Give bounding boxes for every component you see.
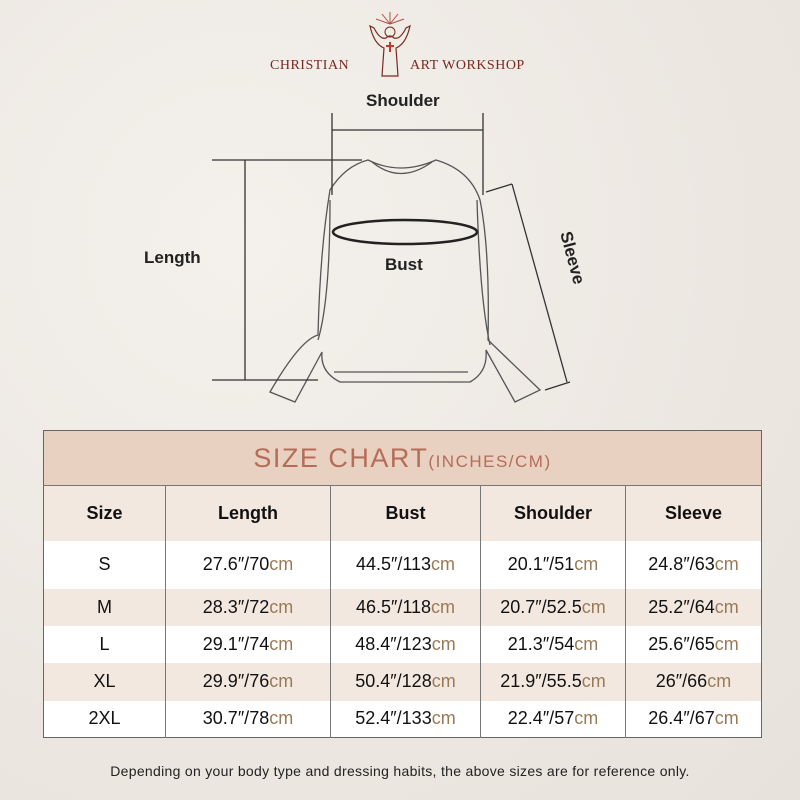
sweater-diagram bbox=[212, 113, 571, 403]
cell-size: 2XL bbox=[43, 700, 166, 738]
size-chart-title: SIZE CHART(INCHES/CM) bbox=[43, 430, 762, 486]
brand-logo: CHRISTIAN ART WORKSHOP bbox=[260, 10, 540, 80]
value-in: 30.7″/78 bbox=[202, 708, 270, 729]
cell-bust: 52.4″/133cm bbox=[330, 700, 481, 738]
cell-shoulder: 20.7″/52.5cm bbox=[480, 588, 626, 626]
value-in: 48.4″/123 bbox=[355, 633, 432, 654]
cell-sleeve: 26.4″/67cm bbox=[625, 700, 762, 738]
unit-cm: cm bbox=[269, 671, 294, 691]
cell-size: M bbox=[43, 588, 166, 626]
size-chart-table: SIZE CHART(INCHES/CM) Size Length Bust S… bbox=[43, 430, 762, 738]
jesus-logo-icon bbox=[369, 12, 411, 77]
cell-size: XL bbox=[43, 662, 166, 701]
unit-cm: cm bbox=[431, 671, 456, 691]
shoulder-label: Shoulder bbox=[366, 91, 440, 110]
value-in: 50.4″/128 bbox=[355, 671, 432, 691]
unit-cm: cm bbox=[707, 671, 732, 691]
table-row: L 29.1″/74cm 48.4″/123cm 21.3″/54cm 25.6″/65… bbox=[43, 625, 762, 663]
value-in: 20.7″/52.5 bbox=[500, 596, 582, 617]
cell-length: 29.9″/76cm bbox=[165, 662, 331, 701]
value-in: 46.5″/118 bbox=[355, 596, 432, 617]
value-in: 28.3″/72 bbox=[202, 596, 270, 617]
cell-sleeve: 25.6″/65cm bbox=[625, 625, 762, 663]
cell-sleeve: 26″/66cm bbox=[625, 662, 762, 701]
cell-bust: 50.4″/128cm bbox=[330, 662, 481, 701]
brand-right: ART WORKSHOP bbox=[410, 58, 525, 73]
length-label: Length bbox=[144, 248, 201, 267]
disclaimer-note: Depending on your body type and dressing… bbox=[110, 763, 690, 779]
col-shoulder: Shoulder bbox=[480, 485, 626, 541]
unit-cm: cm bbox=[714, 554, 739, 574]
cell-length: 27.6″/70cm bbox=[165, 540, 331, 589]
value-in: 22.4″/57 bbox=[507, 708, 575, 729]
value-in: 25.2″/64 bbox=[648, 596, 715, 617]
cell-bust: 48.4″/123cm bbox=[330, 625, 481, 663]
cell-shoulder: 21.9″/55.5cm bbox=[480, 662, 626, 701]
value-in: 26″/66 bbox=[655, 671, 708, 691]
cell-bust: 46.5″/118cm bbox=[330, 588, 481, 626]
cell-bust: 44.5″/113cm bbox=[330, 540, 481, 589]
unit-cm: cm bbox=[431, 633, 456, 654]
header-row: Size Length Bust Shoulder Sleeve bbox=[43, 485, 762, 541]
unit-cm: cm bbox=[269, 633, 294, 654]
unit-cm: cm bbox=[269, 596, 294, 617]
unit-cm: cm bbox=[581, 596, 606, 617]
value-in: 29.9″/76 bbox=[202, 671, 270, 691]
value-in: 26.4″/67 bbox=[648, 708, 715, 729]
cell-sleeve: 24.8″/63cm bbox=[625, 540, 762, 589]
table-row: 2XL 30.7″/78cm 52.4″/133cm 22.4″/57cm 26.4″/… bbox=[43, 700, 762, 738]
value-in: 29.1″/74 bbox=[202, 633, 270, 654]
value-in: 20.1″/51 bbox=[507, 554, 575, 574]
title-text: SIZE CHART bbox=[253, 442, 429, 473]
unit-cm: cm bbox=[431, 596, 456, 617]
unit-cm: cm bbox=[431, 708, 456, 729]
col-size: Size bbox=[43, 485, 166, 541]
col-bust: Bust bbox=[330, 485, 481, 541]
bust-label: Bust bbox=[385, 255, 423, 274]
table-row: M 28.3″/72cm 46.5″/118cm 20.7″/52.5cm 25.2″/… bbox=[43, 588, 762, 626]
value-in: 24.8″/63 bbox=[648, 554, 715, 574]
cell-length: 29.1″/74cm bbox=[165, 625, 331, 663]
cell-size: L bbox=[43, 625, 166, 663]
unit-cm: cm bbox=[574, 708, 599, 729]
cell-length: 30.7″/78cm bbox=[165, 700, 331, 738]
unit-cm: cm bbox=[574, 633, 599, 654]
cell-size: S bbox=[43, 540, 166, 589]
title-units: (INCHES/CM) bbox=[428, 451, 552, 471]
value-in: 52.4″/133 bbox=[355, 708, 432, 729]
value-in: 21.3″/54 bbox=[507, 633, 575, 654]
cell-length: 28.3″/72cm bbox=[165, 588, 331, 626]
cell-shoulder: 20.1″/51cm bbox=[480, 540, 626, 589]
col-sleeve: Sleeve bbox=[625, 485, 762, 541]
unit-cm: cm bbox=[714, 633, 739, 654]
cell-shoulder: 21.3″/54cm bbox=[480, 625, 626, 663]
value-in: 44.5″/113 bbox=[355, 554, 432, 574]
cell-sleeve: 25.2″/64cm bbox=[625, 588, 762, 626]
unit-cm: cm bbox=[581, 671, 606, 691]
unit-cm: cm bbox=[269, 708, 294, 729]
value-in: 21.9″/55.5 bbox=[500, 671, 582, 691]
cell-shoulder: 22.4″/57cm bbox=[480, 700, 626, 738]
unit-cm: cm bbox=[714, 708, 739, 729]
unit-cm: cm bbox=[431, 554, 456, 574]
col-length: Length bbox=[165, 485, 331, 541]
table-row: XL 29.9″/76cm 50.4″/128cm 21.9″/55.5cm 26″/6… bbox=[43, 662, 762, 701]
brand-left: CHRISTIAN bbox=[270, 58, 350, 73]
unit-cm: cm bbox=[269, 554, 294, 574]
table-row: S 27.6″/70cm 44.5″/113cm 20.1″/51cm 24.8″/63… bbox=[43, 540, 762, 589]
unit-cm: cm bbox=[574, 554, 599, 574]
unit-cm: cm bbox=[714, 596, 739, 617]
value-in: 27.6″/70 bbox=[202, 554, 270, 574]
value-in: 25.6″/65 bbox=[648, 633, 715, 654]
